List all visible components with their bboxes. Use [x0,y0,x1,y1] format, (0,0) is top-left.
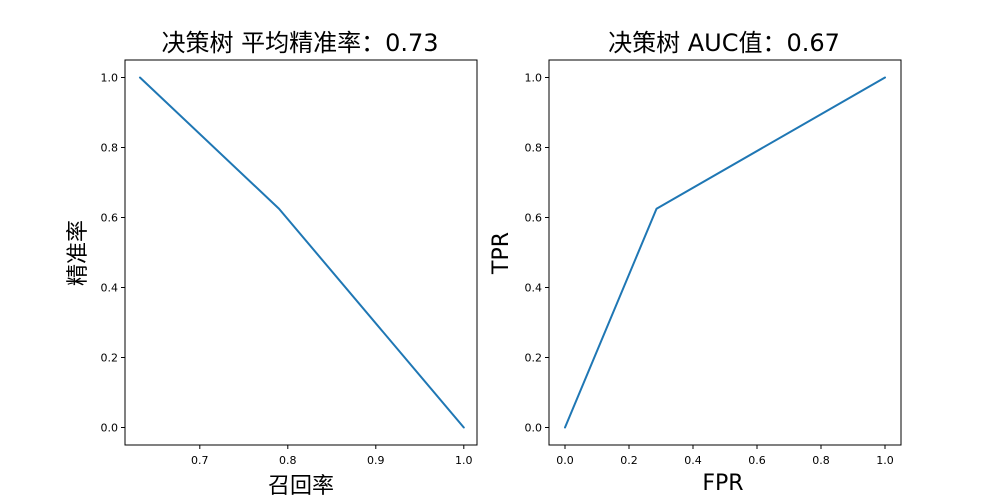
series-line [564,76,886,429]
x-tick-label: 0.7 [191,454,209,467]
x-tick-label: 0.6 [748,454,766,467]
y-tick-label: 0.4 [101,282,119,295]
x-axis-label: 召回率 [268,474,334,499]
y-tick-label: 0.0 [525,422,543,435]
y-tick-label: 0.2 [525,352,543,365]
series-layer [564,76,886,429]
y-tick-label: 1.0 [525,72,543,85]
x-tick-label: 0.2 [620,454,638,467]
plot-frame [548,59,902,446]
x-tick-label: 1.0 [876,454,894,467]
plot-frame [124,59,478,446]
y-tick-label: 0.8 [101,142,119,155]
y-axis-label: 精准率 [66,220,91,286]
y-tick-label: 0.4 [525,282,543,295]
tick-layer: 0.7 0.8 0.9 1.0 0.0 0.2 0.4 0.6 0.8 1.0 [101,72,473,468]
y-tick-label: 1.0 [101,72,119,85]
y-axis-label: TPR [489,232,514,275]
x-tick-label: 0.0 [556,454,574,467]
x-tick-label: 0.9 [367,454,385,467]
series-layer [138,76,465,429]
series-line [138,76,465,429]
tick-layer: 0.0 0.2 0.4 0.6 0.8 1.0 0.0 0.2 0.4 0.6 0.8 1.0 [525,72,894,468]
chart-title: 决策树 AUC值：0.67 [608,29,840,57]
x-tick-label: 0.8 [279,454,297,467]
x-tick-label: 1.0 [455,454,473,467]
y-tick-label: 0.2 [101,352,119,365]
x-tick-label: 0.4 [684,454,702,467]
chart-title: 决策树 平均精准率：0.73 [161,29,438,57]
y-tick-label: 0.0 [101,422,119,435]
x-axis-label: FPR [702,471,743,496]
y-tick-label: 0.8 [525,142,543,155]
roc-chart: 决策树 AUC值：0.67 0.0 0.2 0.4 0.6 0.8 1.00.00.20.… [489,29,902,496]
y-tick-label: 0.6 [101,212,119,225]
x-tick-label: 0.8 [812,454,830,467]
precision-recall-chart: 决策树 平均精准率：0.73 0.7 0.8 0.9 1.00.00.20.40.60… [66,29,478,499]
y-tick-label: 0.6 [525,212,543,225]
